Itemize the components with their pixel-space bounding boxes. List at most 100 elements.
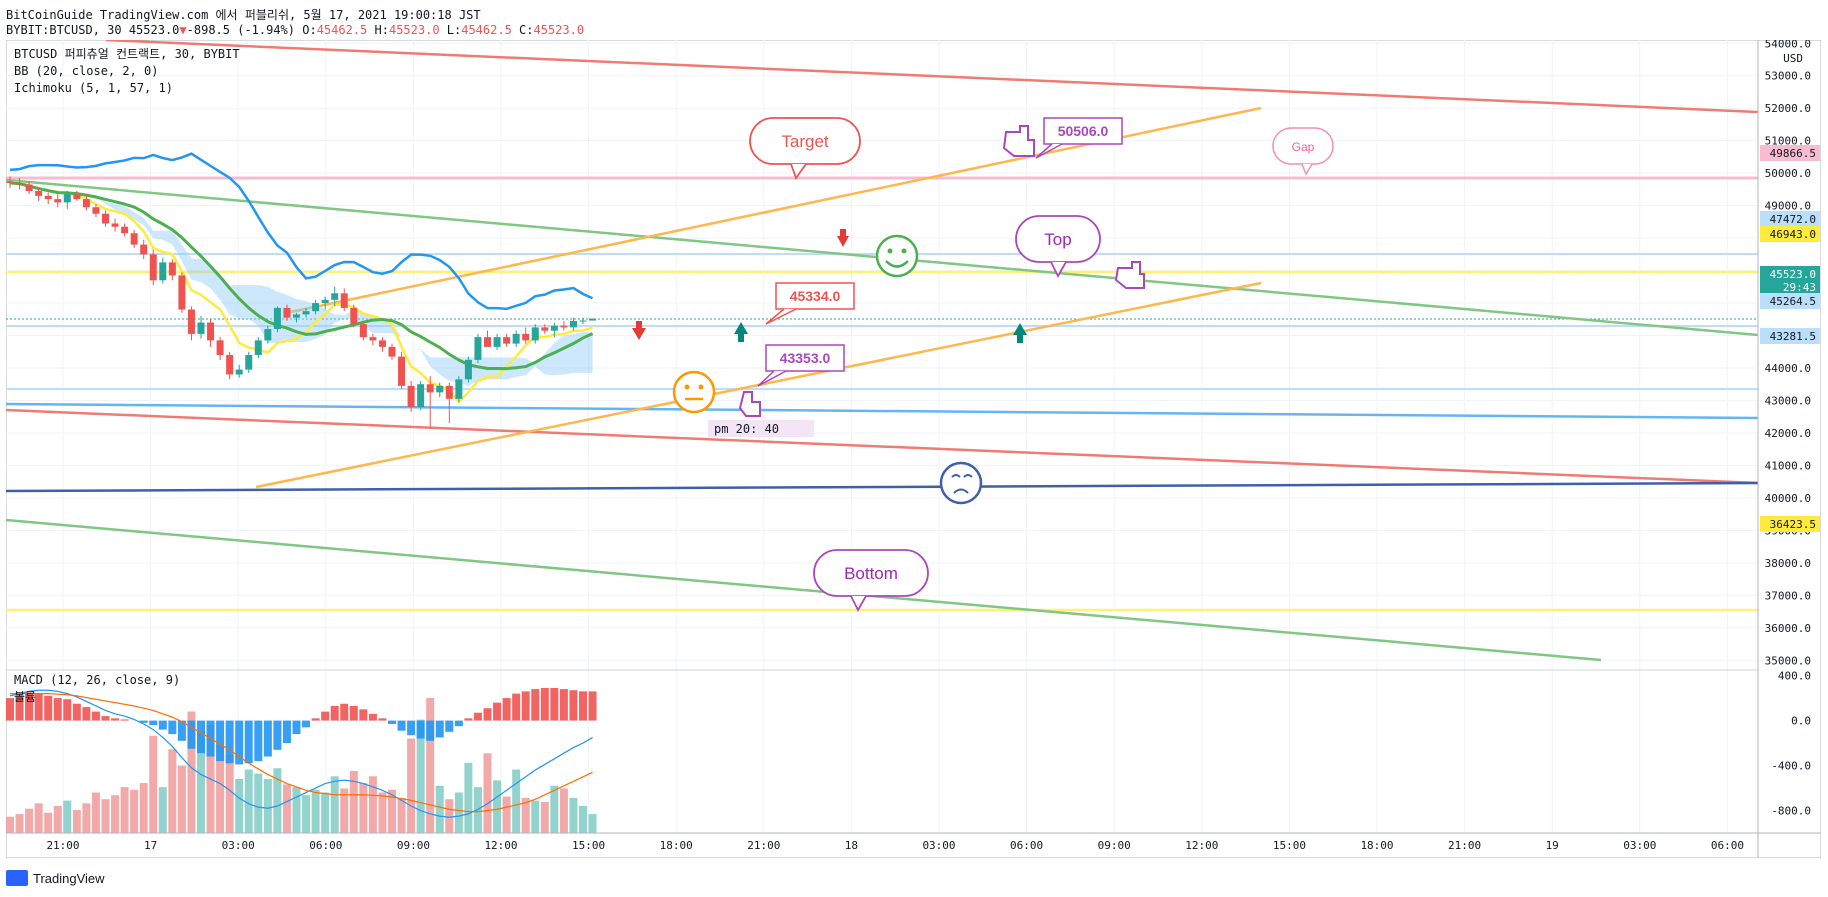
volume-bar: [6, 816, 14, 833]
price-label-text: 29:43: [1783, 281, 1816, 294]
candle-body: [464, 359, 472, 380]
macd-histogram-bar: [397, 720, 406, 731]
y-tick-label: 43000.0: [1765, 394, 1811, 407]
candle-body: [541, 327, 549, 331]
pointing-hand-icon: [1114, 261, 1145, 289]
price-label-text: 46943.0: [1770, 228, 1816, 241]
macd-histogram-bar: [34, 693, 43, 721]
macd-histogram-bar: [302, 720, 311, 728]
candle: [6, 176, 14, 188]
grid: [6, 40, 1758, 833]
close-value: 45523.0: [533, 23, 585, 37]
macd-histogram-bar: [244, 720, 253, 764]
tradingview-logo-icon: [6, 870, 28, 886]
candle-body: [168, 262, 176, 276]
candle-body: [245, 355, 253, 370]
macd-histogram-bar: [149, 720, 158, 726]
candle: [264, 325, 272, 344]
price-tag-50506[interactable]: 50506.0: [1035, 117, 1123, 159]
candle-body: [321, 299, 329, 304]
high-value: 45523.0: [388, 23, 440, 37]
symbol[interactable]: BYBIT:BTCUSD, 30: [6, 23, 122, 37]
macd-histogram-bar: [340, 703, 349, 721]
publish-header: BitCoinGuide TradingView.com 에서 퍼블리쉬, 5월…: [6, 8, 481, 22]
candle-body: [445, 385, 453, 399]
macd-histogram-bar: [330, 705, 339, 721]
volume-bar: [521, 797, 530, 833]
macd-histogram-bar: [416, 720, 425, 739]
y-tick-label: 37000.0: [1765, 589, 1811, 602]
price-labels: 49866.5 47472.0 46943.0 45523.029:4345264.5…: [1760, 145, 1820, 532]
macd-histogram-bar: [311, 718, 320, 721]
candle: [512, 330, 520, 347]
volume-bar: [311, 789, 320, 833]
candle: [159, 257, 167, 284]
volume-bar: [588, 814, 597, 833]
legend-volume: 볼륨: [14, 690, 36, 704]
macd-histogram-bar: [321, 711, 330, 721]
volume-bar: [426, 698, 435, 833]
gap-callout[interactable]: Gap: [1272, 127, 1334, 176]
candle-body: [73, 194, 81, 200]
candle-body: [331, 293, 339, 300]
macd-histogram-bar: [569, 690, 578, 721]
candle-body: [226, 355, 234, 375]
time-axis[interactable]: 21:00 17 03:00 06:00 09:00 12:00 15:00 18:00 21:…: [46, 839, 1744, 852]
candle-body: [417, 384, 425, 407]
top-callout[interactable]: Top: [1015, 215, 1101, 278]
volume-bar: [292, 787, 301, 833]
bb-basis-line: [9, 181, 594, 371]
price-label: 46943.0: [1760, 226, 1820, 242]
macd-histogram-bar: [588, 691, 597, 721]
candle-body: [579, 320, 587, 322]
candle: [359, 320, 367, 341]
y-tick-label: 50000.0: [1765, 167, 1811, 180]
candle: [197, 316, 205, 339]
candle: [187, 306, 195, 341]
candle: [73, 191, 81, 201]
bottom-callout[interactable]: Bottom: [813, 549, 929, 612]
volume-bar: [464, 762, 473, 833]
annotations[interactable]: Target Top Bottom Gap 50506.0 45334.0: [632, 117, 1334, 612]
candle-body: [293, 314, 300, 318]
x-tick-label: 03:00: [922, 839, 955, 852]
macd-histogram-bar: [101, 716, 110, 721]
footer-brand[interactable]: TradingView: [6, 870, 105, 886]
candle: [350, 304, 358, 328]
candle-body: [398, 356, 406, 386]
candle-body: [121, 226, 129, 234]
candle: [531, 324, 539, 344]
candle: [407, 380, 415, 412]
candle: [369, 333, 377, 346]
candle-body: [512, 333, 520, 344]
candle-body: [35, 191, 43, 196]
macd-histogram-bar: [63, 699, 72, 721]
target-callout[interactable]: Target: [749, 117, 861, 180]
volume-bar: [540, 801, 549, 833]
candle-body: [340, 293, 348, 308]
candle-body: [283, 307, 291, 318]
macd-histogram-bar: [435, 720, 444, 738]
candle-body: [369, 337, 377, 341]
ichimoku-indicator: [9, 180, 593, 404]
price-tag-43353[interactable]: 43353.0: [757, 344, 845, 387]
candle: [226, 351, 234, 380]
price-label: 49866.5: [1760, 145, 1820, 161]
volume-bar: [378, 792, 387, 833]
macd-histogram-bar: [454, 720, 463, 727]
candle: [35, 187, 43, 201]
volume-bar: [187, 711, 196, 833]
macd-histogram-bar: [235, 720, 244, 765]
volume-bar: [263, 779, 272, 833]
chart-canvas[interactable]: BTCUSD 퍼피츄얼 컨트랙트, 30, BYBIT BB (20, clos…: [6, 40, 1821, 858]
price-label: 45264.5: [1760, 293, 1820, 309]
volume-bar: [225, 754, 234, 833]
macd-y-tick-label: 400.0: [1778, 670, 1811, 683]
y-tick-label: 53000.0: [1765, 70, 1811, 83]
candle: [541, 324, 549, 334]
macd-histogram-bar: [483, 708, 492, 721]
price-tag-45334[interactable]: 45334.0: [765, 282, 855, 325]
candle-body: [407, 385, 415, 407]
candle: [54, 194, 62, 208]
candle-body: [63, 194, 71, 203]
